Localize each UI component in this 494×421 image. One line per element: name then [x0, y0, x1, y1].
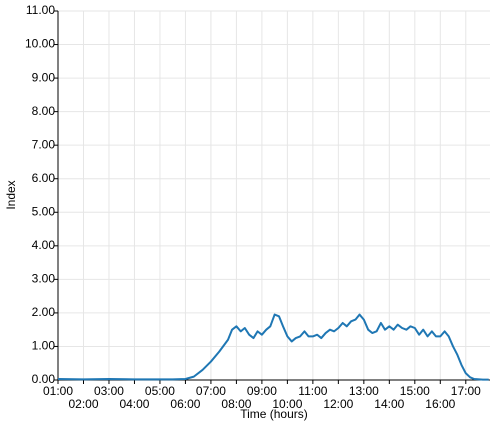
x-tick-label: 07:00 — [196, 384, 226, 398]
y-tick-label: 8.00 — [32, 104, 56, 118]
x-tick-label: 06:00 — [170, 397, 200, 411]
x-tick-label: 03:00 — [94, 384, 124, 398]
x-tick-label: 16:00 — [425, 397, 455, 411]
x-tick-label: 01:00 — [43, 384, 73, 398]
y-tick-label: 3.00 — [32, 272, 56, 286]
y-tick-label: 2.00 — [32, 305, 56, 319]
y-tick-label: 9.00 — [32, 70, 56, 84]
x-tick-label: 09:00 — [247, 384, 277, 398]
y-tick-label: 5.00 — [32, 204, 56, 218]
x-tick-label: 14:00 — [374, 397, 404, 411]
x-tick-label: 02:00 — [68, 397, 98, 411]
x-tick-label: 13:00 — [349, 384, 379, 398]
x-axis-title: Time (hours) — [240, 407, 308, 421]
y-tick-label: 4.00 — [32, 238, 56, 252]
x-tick-label: 17:00 — [451, 384, 481, 398]
x-tick-label: 08:00 — [221, 397, 251, 411]
x-tick-label: 10:00 — [272, 397, 302, 411]
x-tick-label: 05:00 — [145, 384, 175, 398]
x-tick-label: 15:00 — [400, 384, 430, 398]
data-line — [57, 313, 489, 381]
y-tick-label: 10.00 — [25, 37, 55, 51]
y-tick-label: 11.00 — [26, 3, 55, 17]
y-tick-label: 0.00 — [32, 372, 56, 386]
y-tick-label: 1.00 — [32, 339, 56, 353]
y-axis-title: Index — [4, 180, 18, 209]
x-tick-label: 11:00 — [298, 384, 327, 398]
y-tick-label: 7.00 — [32, 137, 56, 151]
x-tick-label: 12:00 — [323, 397, 353, 411]
y-tick-label: 6.00 — [32, 171, 56, 185]
x-tick-label: 04:00 — [119, 397, 149, 411]
